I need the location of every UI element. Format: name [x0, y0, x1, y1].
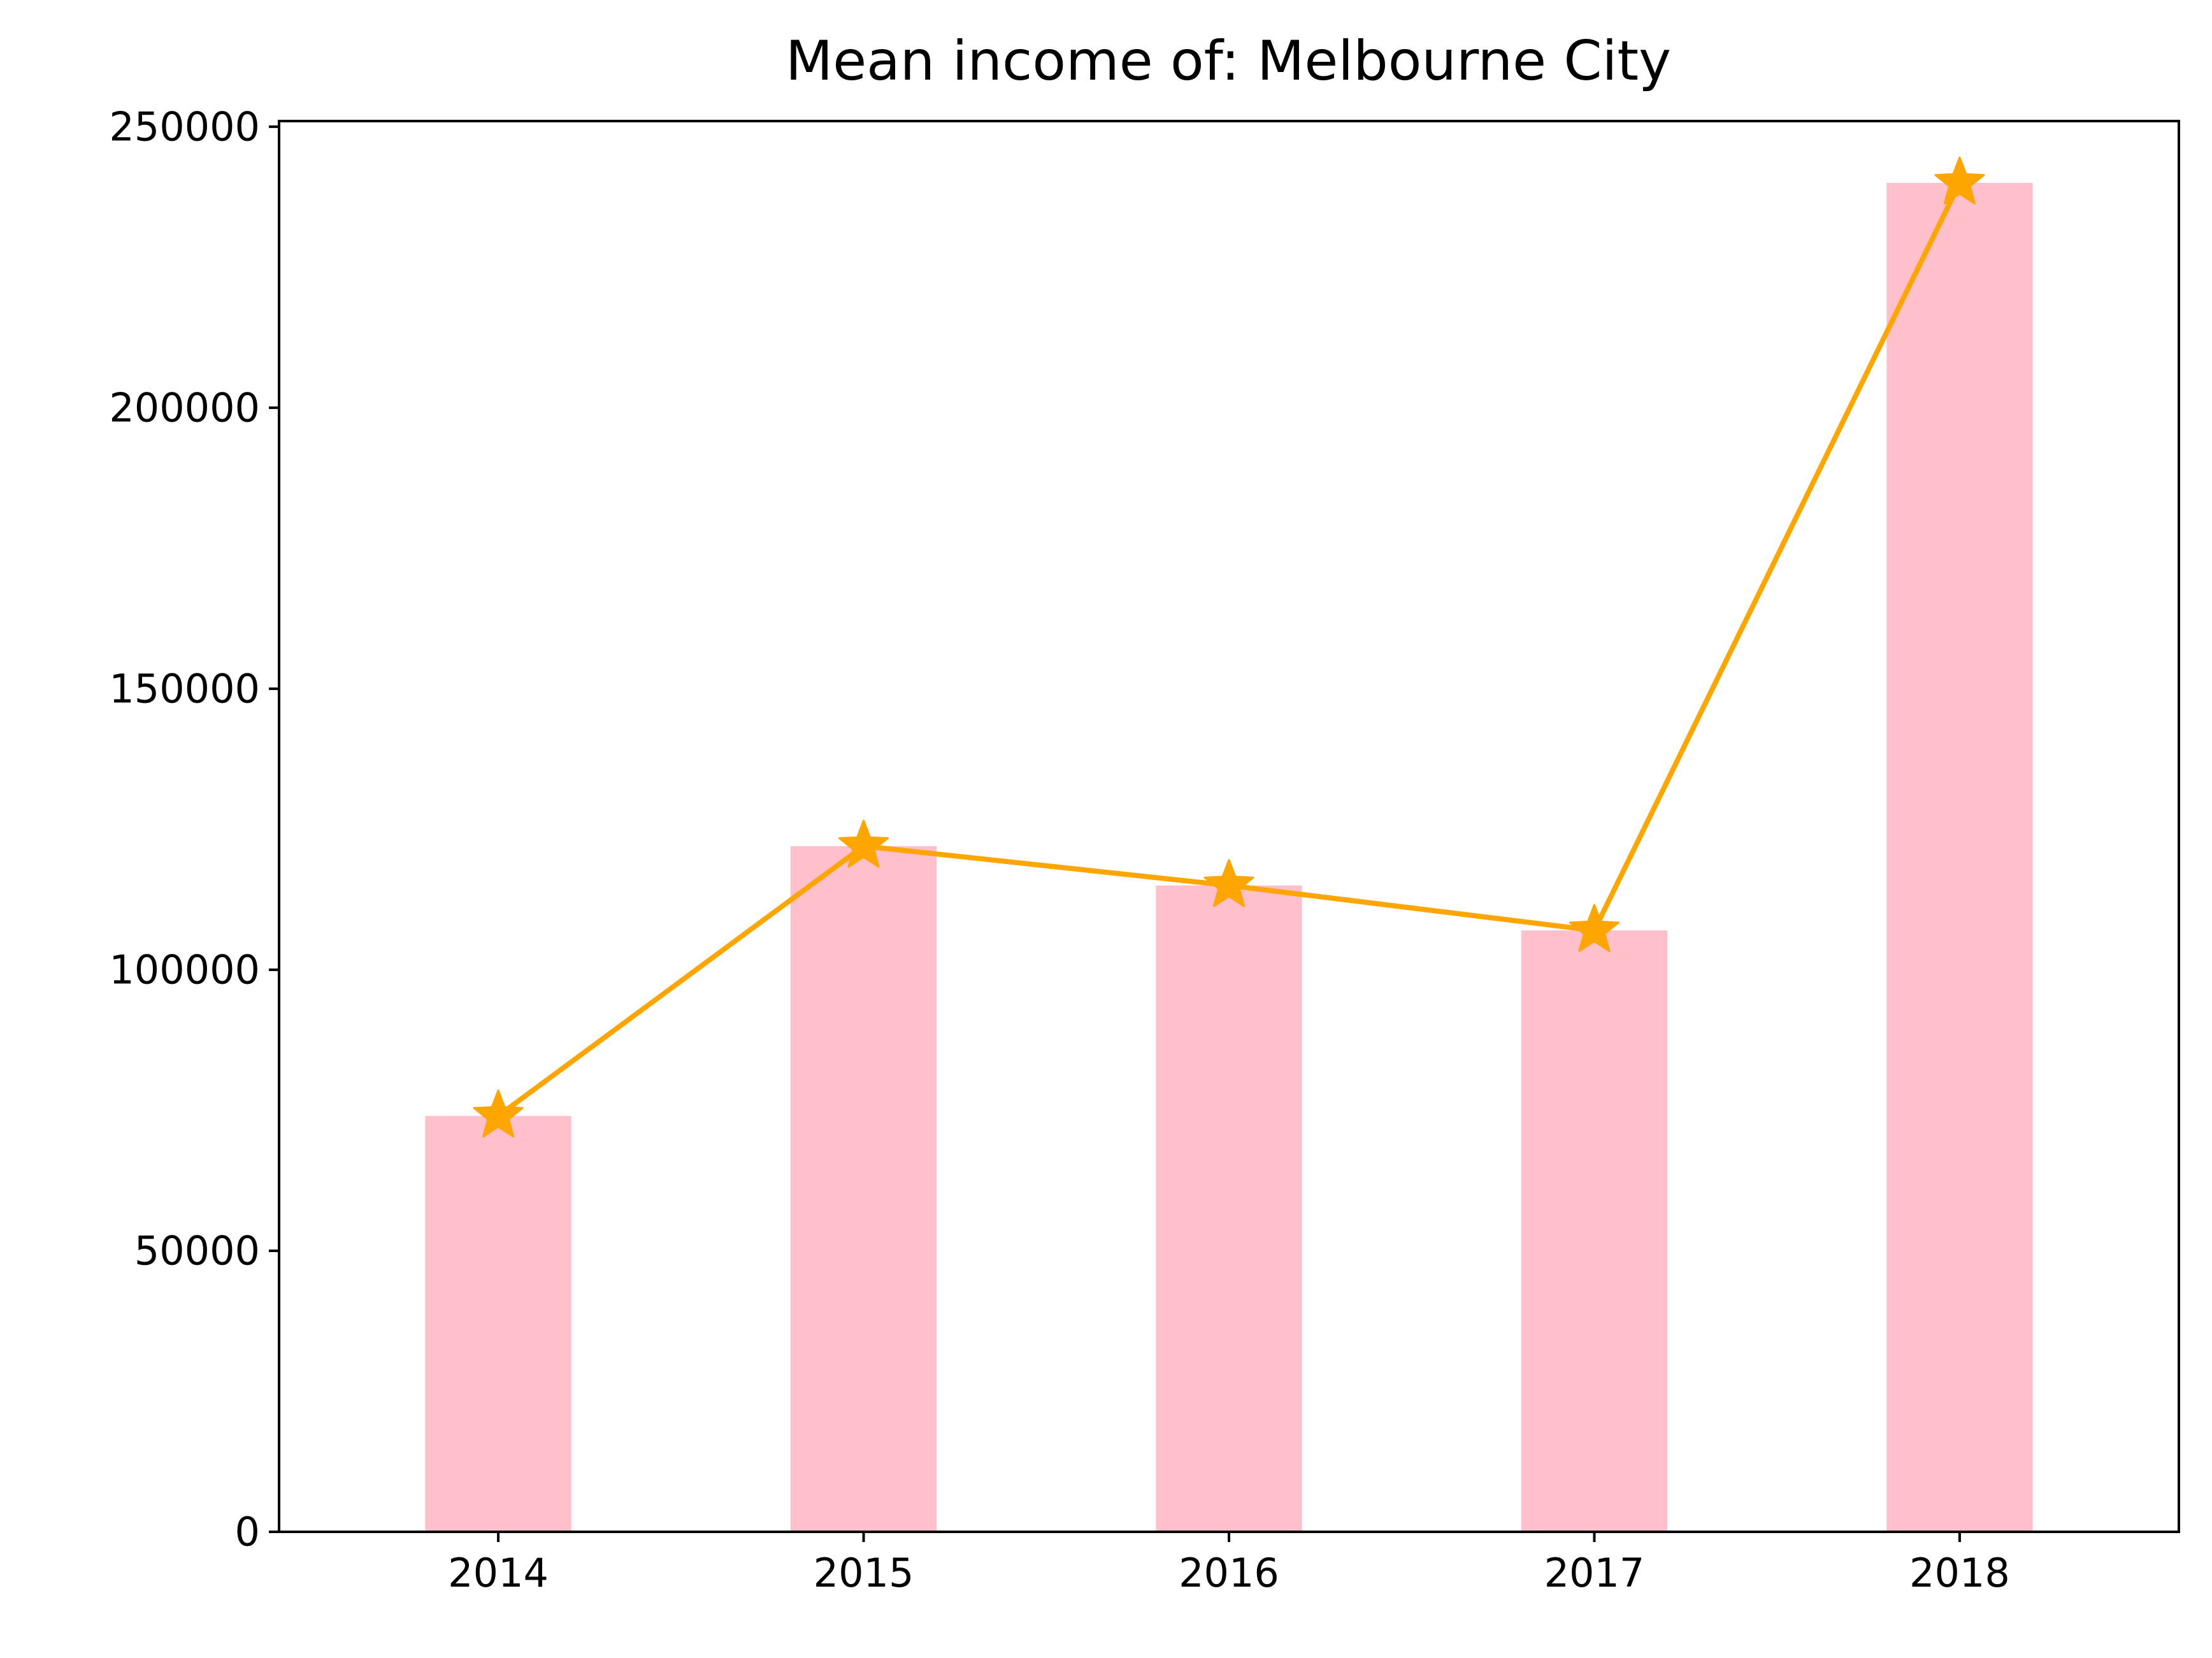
bar-2017: [1521, 930, 1668, 1532]
star-marker-2017: [1569, 904, 1620, 953]
star-marker-2018: [1934, 156, 1985, 205]
y-tick-label: 250000: [109, 103, 260, 150]
x-tick-label: 2018: [1909, 1550, 2010, 1596]
x-tick-label: 2015: [814, 1550, 914, 1596]
bar-2014: [425, 1116, 571, 1532]
y-tick-label: 100000: [109, 946, 260, 993]
star-marker-2016: [1203, 859, 1254, 907]
x-axis: 2014 2015 2016 2017 2018: [448, 1532, 2010, 1596]
star-marker-2014: [473, 1089, 524, 1138]
bar-2016: [1156, 885, 1302, 1532]
x-tick-label: 2017: [1544, 1550, 1645, 1596]
y-tick-label: 0: [235, 1509, 260, 1555]
x-tick-label: 2014: [448, 1550, 549, 1596]
bar-2015: [790, 846, 937, 1532]
bar-2018: [1886, 183, 2033, 1532]
y-axis: 0 50000 100000 150000 200000 250000: [109, 103, 279, 1555]
y-tick-label: 50000: [134, 1227, 260, 1274]
bars-layer: [425, 183, 2033, 1532]
x-tick-label: 2016: [1179, 1550, 1279, 1596]
y-tick-label: 150000: [109, 665, 260, 712]
star-marker-2015: [838, 819, 889, 868]
y-tick-label: 200000: [109, 384, 260, 431]
markers-layer: [473, 156, 1985, 1138]
chart-title: Mean income of: Melbourne City: [786, 29, 1671, 93]
